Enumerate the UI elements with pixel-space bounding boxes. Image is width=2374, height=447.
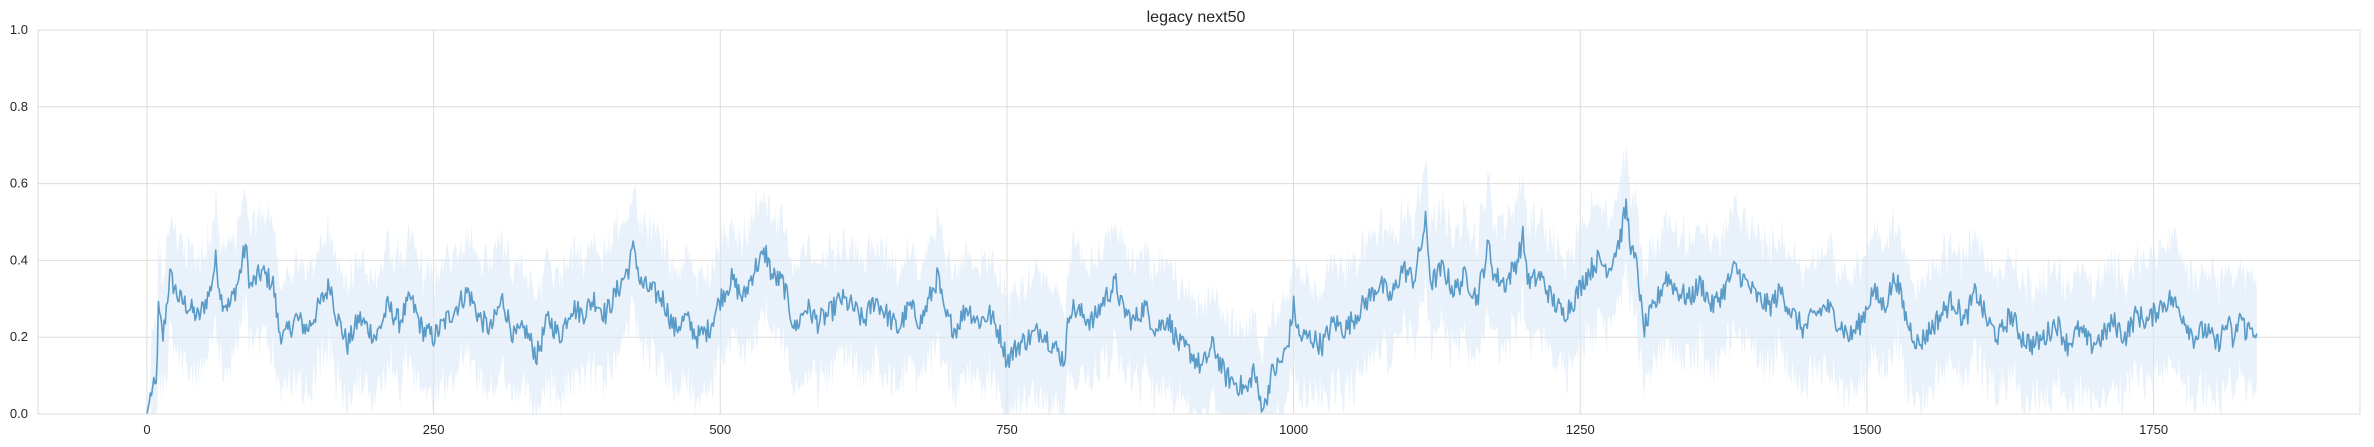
axes: 0.0 0.2 0.4 0.6 0.8 1.0 0 250 500 750 1000 1250 1500… <box>10 22 2361 437</box>
y-tick-label: 0.2 <box>10 329 28 344</box>
x-tick-label: 1000 <box>1279 422 1308 437</box>
y-tick-label: 0.6 <box>10 176 28 191</box>
x-tick-label: 1500 <box>1852 422 1881 437</box>
x-tick-label: 750 <box>996 422 1018 437</box>
plot-frame <box>37 29 2361 415</box>
confidence-band <box>146 146 2257 414</box>
chart-title: legacy next50 <box>1147 9 1246 26</box>
y-tick-label: 1.0 <box>10 22 28 37</box>
x-tick-label: 250 <box>423 422 445 437</box>
x-tick-label: 1750 <box>2139 422 2168 437</box>
series-band <box>146 146 2257 414</box>
x-tick-label: 1250 <box>1566 422 1595 437</box>
series-line-path <box>146 198 2258 415</box>
x-tick-label: 0 <box>143 422 150 437</box>
x-tick-label: 500 <box>709 422 731 437</box>
y-tick-label: 0.4 <box>10 252 28 267</box>
y-tick-label: 0.0 <box>10 406 28 421</box>
series-line <box>146 198 2258 415</box>
y-tick-label: 0.8 <box>10 99 28 114</box>
